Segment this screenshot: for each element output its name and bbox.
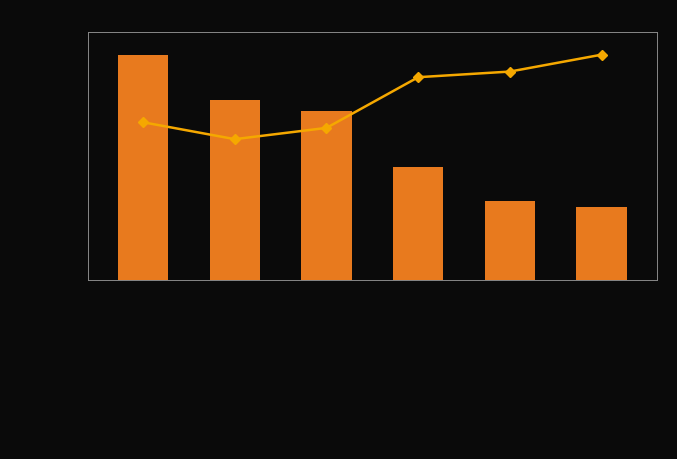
Bar — [576, 207, 627, 280]
Bar — [485, 201, 535, 280]
Bar — [301, 111, 352, 280]
Bar — [118, 55, 169, 280]
Bar — [210, 100, 260, 280]
Bar — [393, 168, 443, 280]
